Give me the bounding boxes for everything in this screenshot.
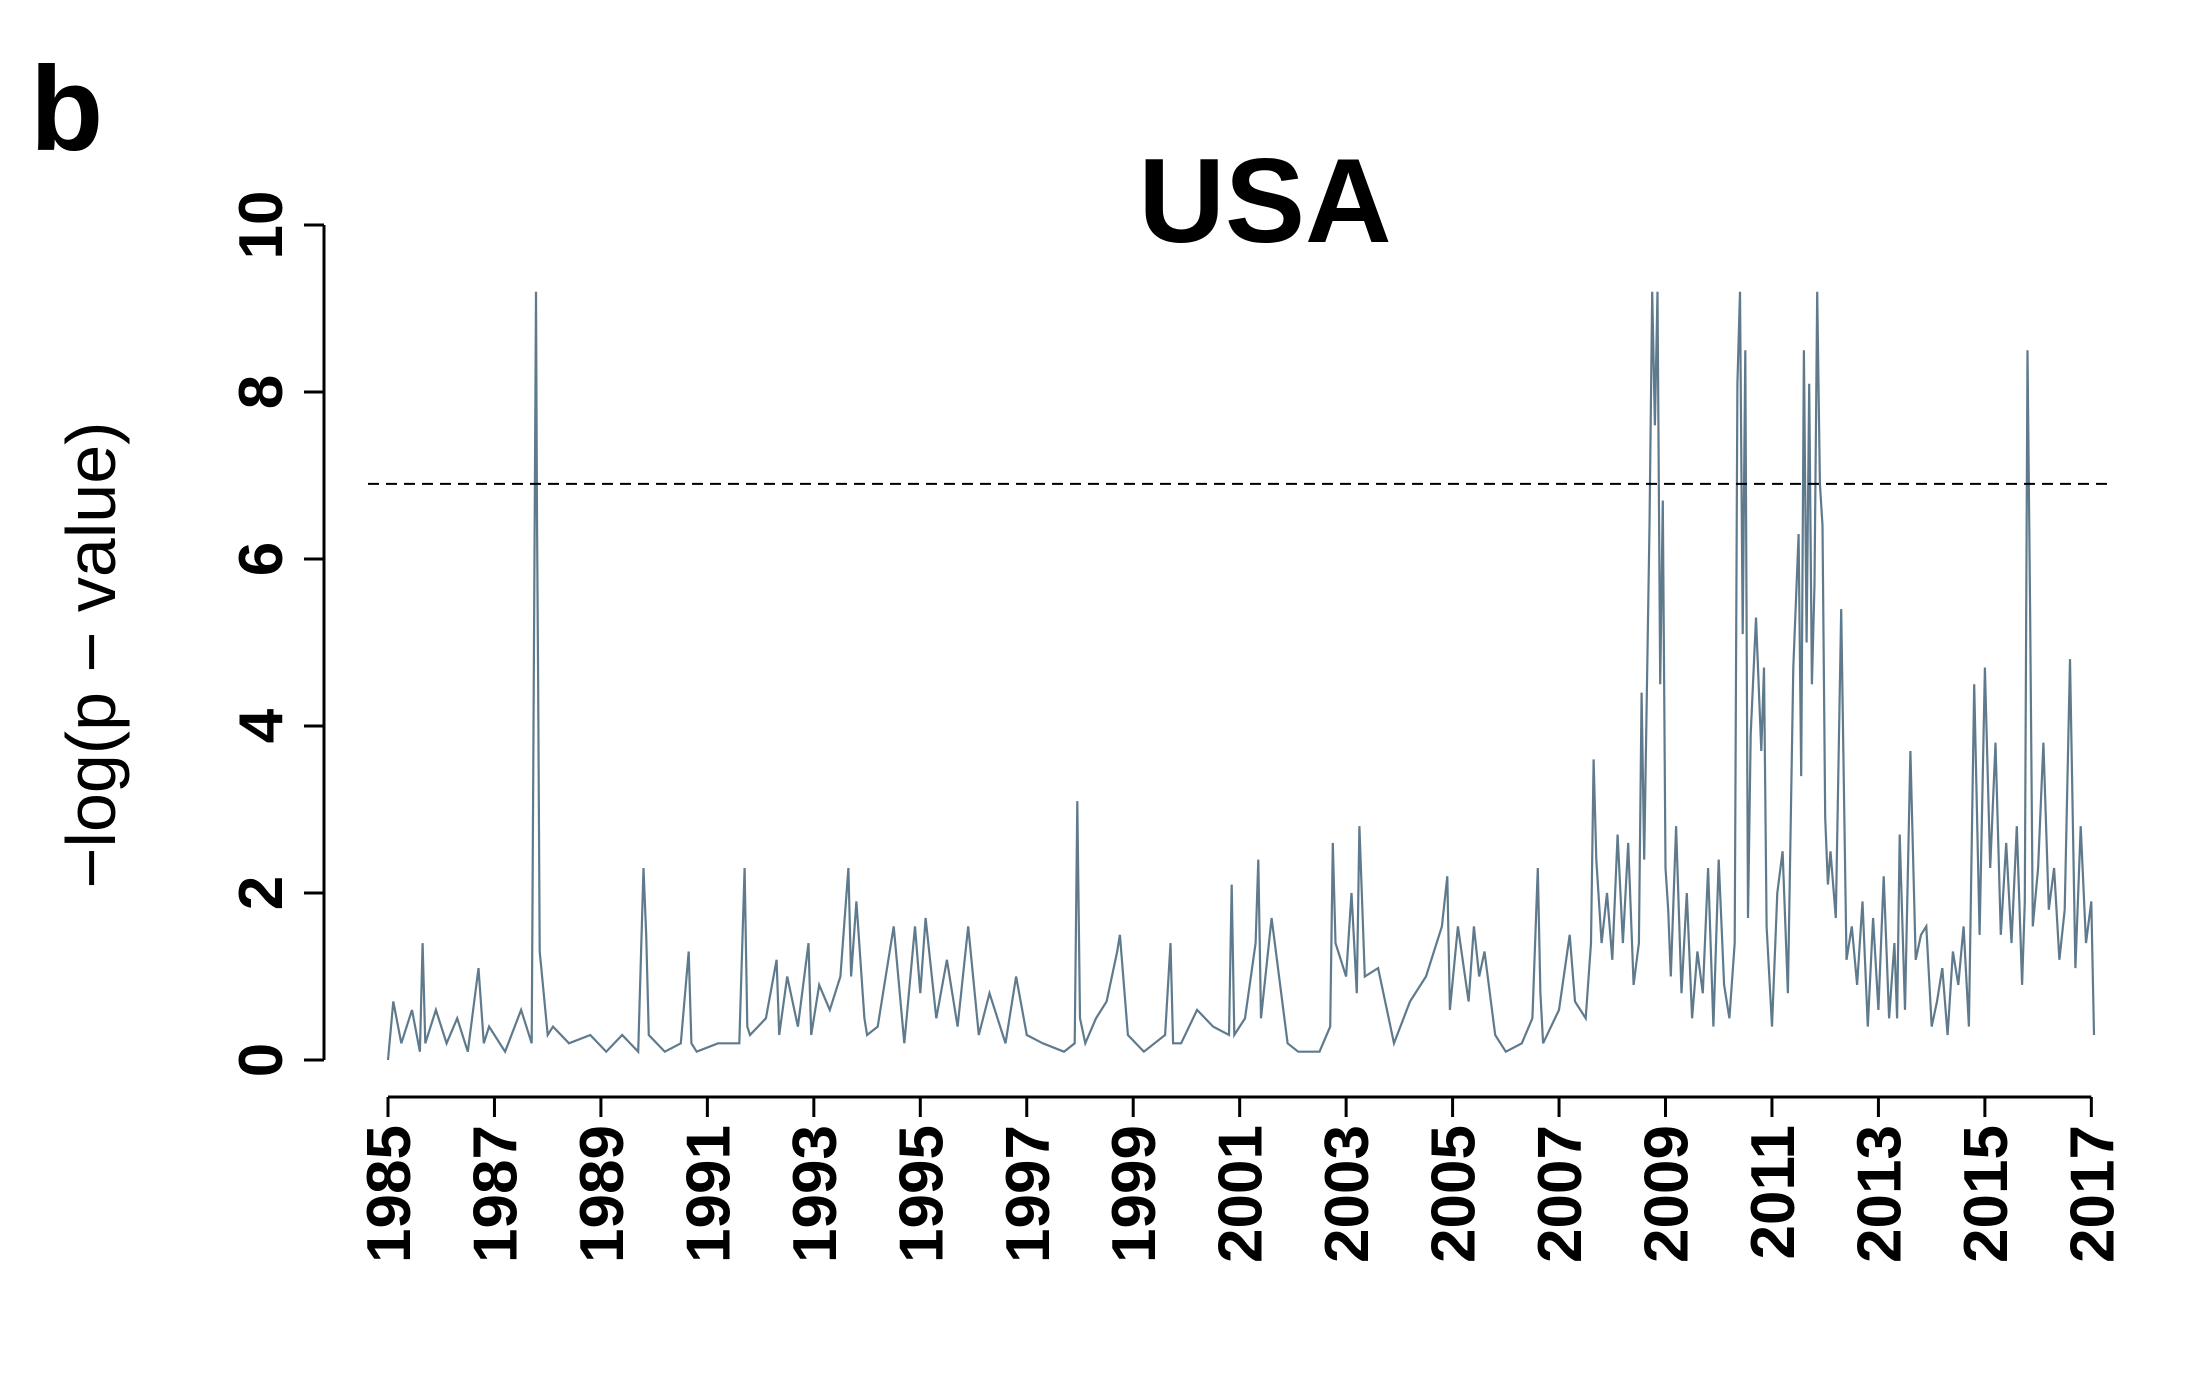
panel-label: b [30,42,103,176]
x-tick-label: 2005 [1420,1125,1489,1263]
x-tick-label: 1995 [887,1125,956,1263]
y-tick-label: 6 [227,542,296,576]
y-tick-label: 4 [227,708,296,743]
x-tick-label: 1999 [1100,1125,1169,1263]
x-tick-label: 2003 [1313,1125,1382,1263]
x-tick-label: 1985 [355,1125,424,1263]
x-tick-label: 1993 [781,1125,850,1263]
x-tick-label: 2001 [1207,1125,1276,1263]
x-tick-label: 2017 [2058,1125,2127,1263]
x-tick-label: 1987 [461,1125,530,1263]
x-tick-label: 2007 [1526,1125,1595,1263]
y-axis: 0 2 4 6 8 10 [227,191,326,1077]
x-tick-label: 2015 [1952,1125,2021,1263]
x-tick-label: 1991 [674,1125,743,1263]
y-tick-label: 8 [227,375,296,409]
series-line-0 [386,291,2096,1061]
y-axis-label: −log(p − value) [52,422,130,889]
series-line-group [386,291,2096,1061]
x-tick-label: 2011 [1739,1125,1808,1260]
x-tick-label: 1997 [994,1125,1063,1263]
chart-title: USA [1138,134,1391,268]
x-tick-label: 2009 [1633,1125,1702,1263]
x-axis: 1985 1987 1989 1991 1993 1995 1997 1999 2001 2003… [355,1095,2127,1263]
y-tick-label: 10 [227,191,296,260]
y-tick-label: 0 [227,1043,296,1077]
y-tick-label: 2 [227,876,296,910]
x-tick-label: 1989 [568,1125,637,1263]
x-tick-label: 2013 [1845,1125,1914,1263]
